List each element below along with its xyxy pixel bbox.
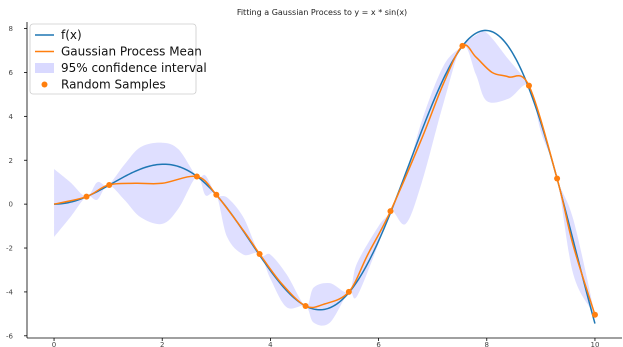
y-tick-label: -6 [6,332,14,340]
x-tick-label: 8 [485,341,489,347]
confidence-interval-band [54,31,595,326]
y-tick-label: -2 [6,245,13,253]
y-tick-label: 4 [9,113,14,121]
sample-point [106,182,113,189]
line-layer [53,29,596,324]
sample-point [256,250,263,257]
x-tick-label: 6 [376,341,381,347]
x-tick-label: 2 [160,341,164,347]
y-tick-label: 2 [9,157,13,165]
confidence-band-layer [54,31,595,326]
sample-point [83,193,90,200]
sample-point [387,208,394,215]
x-tick-label: 4 [268,341,273,347]
sample-point [459,42,466,49]
legend-label: 95% confidence interval [61,61,207,75]
legend-box [29,23,197,95]
y-tick-label: 0 [9,201,13,209]
x-tick-label: 10 [590,341,599,347]
sample-point [345,288,352,295]
chart-title: Fitting a Gaussian Process to y = x * si… [237,8,407,17]
sample-points-layer [83,42,598,318]
sample-point [302,302,309,309]
legend-dot-swatch [41,81,48,88]
sample-point [193,173,200,180]
x-tick-label: 0 [52,341,56,347]
sample-point [554,175,561,182]
y-tick-label: 6 [9,69,14,77]
y-tick-label: -4 [6,288,14,296]
axes: 0 2 4 6 8 10 -6 -4 -2 0 2 4 6 8 [6,22,622,347]
legend-patch-swatch [35,63,54,73]
sample-point [525,82,532,89]
true-function-line [54,29,596,324]
legend-label: f(x) [61,28,82,42]
sample-point [213,191,220,198]
legend: f(x) Gaussian Process Mean 95% confidence … [29,23,207,95]
y-tick-label: 8 [9,25,13,33]
gp-mean-line [53,44,596,315]
legend-label: Gaussian Process Mean [61,45,202,59]
legend-label: Random Samples [61,78,166,92]
sample-point [591,311,598,318]
